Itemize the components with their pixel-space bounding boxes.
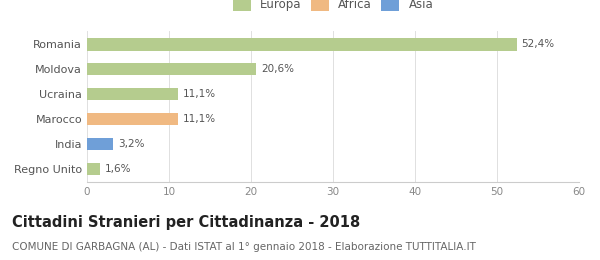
Bar — [87, 138, 113, 150]
Text: 11,1%: 11,1% — [183, 114, 216, 124]
Text: 20,6%: 20,6% — [261, 64, 294, 74]
Text: 1,6%: 1,6% — [105, 164, 131, 174]
Text: 52,4%: 52,4% — [521, 39, 555, 49]
Text: COMUNE DI GARBAGNA (AL) - Dati ISTAT al 1° gennaio 2018 - Elaborazione TUTTITALI: COMUNE DI GARBAGNA (AL) - Dati ISTAT al … — [12, 242, 476, 252]
Text: 11,1%: 11,1% — [183, 89, 216, 99]
Legend: Europa, Africa, Asia: Europa, Africa, Asia — [230, 0, 436, 13]
Bar — [87, 163, 100, 175]
Text: 3,2%: 3,2% — [118, 139, 145, 149]
Bar — [87, 38, 517, 50]
Bar — [87, 88, 178, 100]
Bar — [87, 63, 256, 75]
Bar — [87, 113, 178, 125]
Text: Cittadini Stranieri per Cittadinanza - 2018: Cittadini Stranieri per Cittadinanza - 2… — [12, 214, 360, 230]
